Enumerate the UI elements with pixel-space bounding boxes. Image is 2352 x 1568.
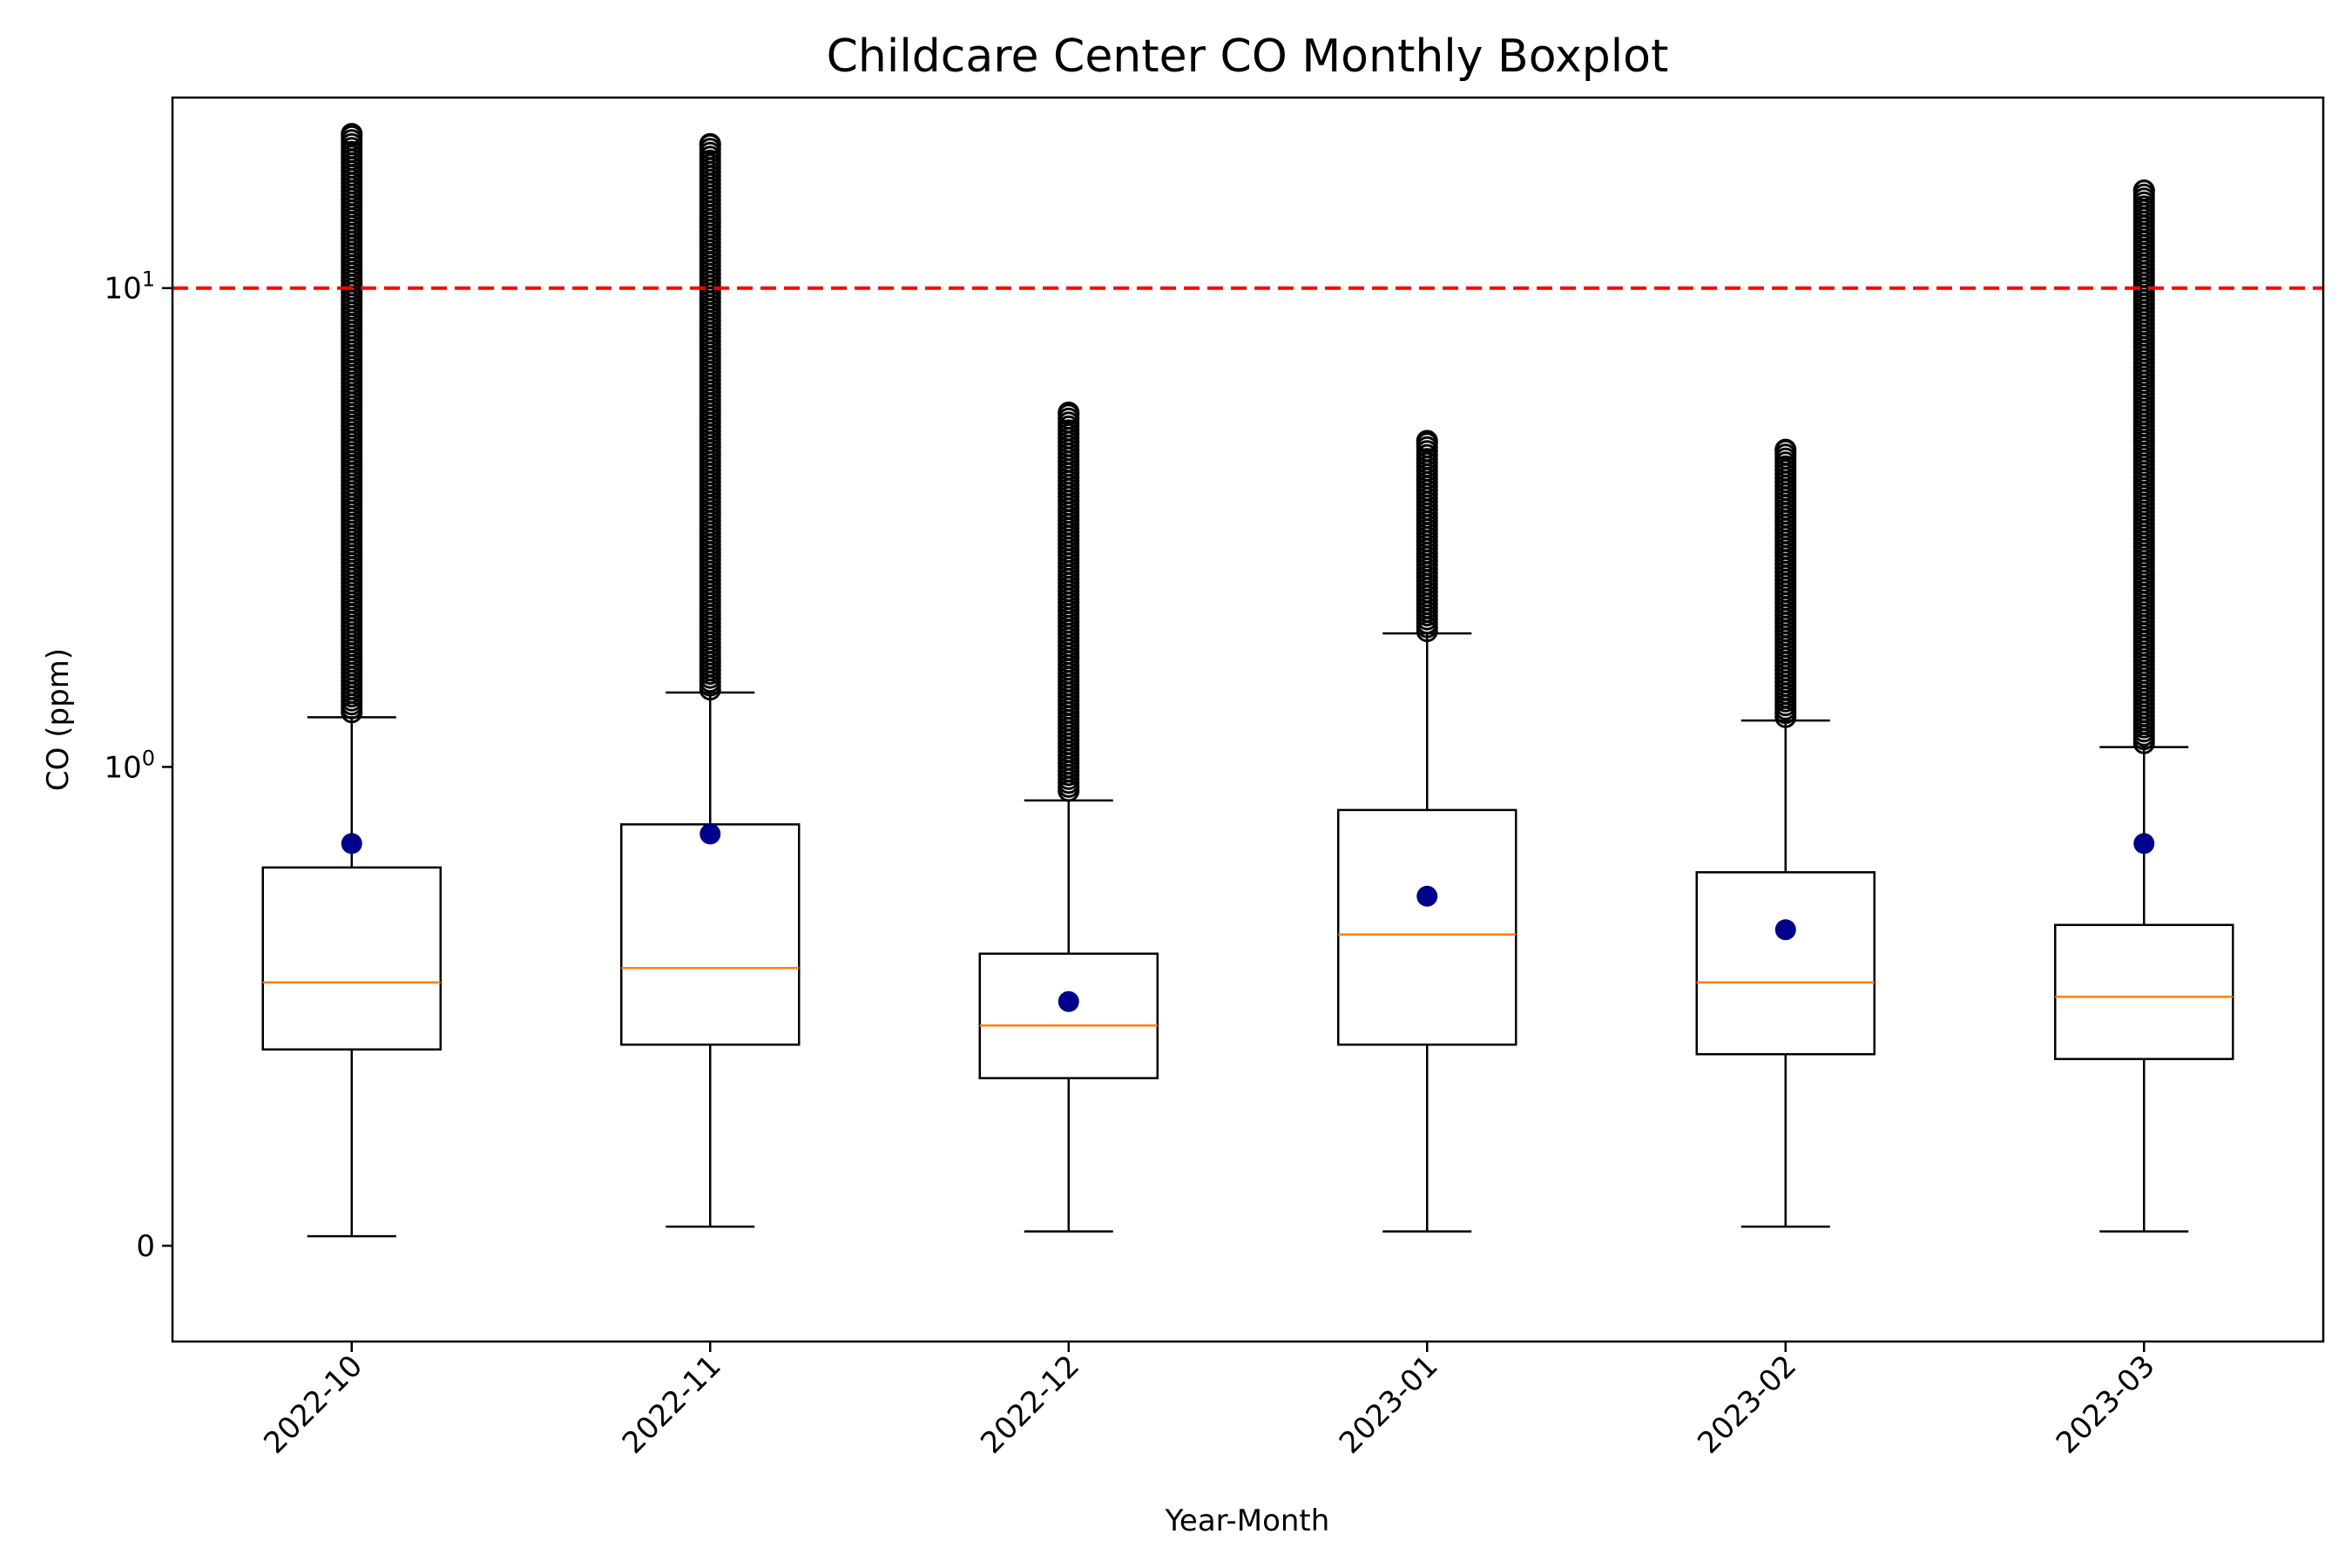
mean-marker: [1058, 990, 1079, 1012]
fliers: [699, 132, 721, 701]
box-body: [620, 823, 801, 1046]
flier-point: [1416, 429, 1438, 452]
fliers: [1774, 438, 1797, 728]
box-2023-01: [1337, 429, 1517, 1233]
mean-marker: [341, 833, 362, 855]
mean-marker: [2133, 833, 2155, 855]
x-tick-label: 2022-12: [974, 1348, 1086, 1461]
fliers: [341, 123, 363, 724]
box-body: [261, 866, 442, 1051]
mean-marker: [1416, 885, 1438, 907]
flier-point: [699, 132, 721, 155]
box-body: [2054, 923, 2234, 1060]
flier-point: [1774, 438, 1797, 461]
x-tick-label: 2023-03: [2050, 1348, 2162, 1461]
box-2023-03: [2054, 179, 2234, 1233]
box-body: [1695, 871, 1876, 1056]
x-axis-title: Year-Month: [1165, 1504, 1330, 1538]
fliers: [2132, 179, 2155, 754]
y-tick-label: 100: [104, 746, 155, 785]
x-tick-label: 2022-11: [616, 1348, 728, 1461]
mean-marker: [700, 823, 721, 845]
plot-area: [172, 123, 2323, 1238]
flier-point: [341, 123, 363, 145]
box-2022-12: [978, 401, 1159, 1233]
flier-point: [2132, 179, 2155, 202]
box-body: [1337, 808, 1517, 1046]
box-body: [978, 952, 1159, 1079]
axes: 0 100 101 2022-10 2022-11 2022-12 2023-01 2023-…: [104, 267, 2161, 1461]
y-axis-title: CO (ppm): [41, 648, 76, 791]
y-tick-label: 101: [104, 267, 155, 307]
fliers: [1416, 429, 1438, 643]
x-tick-label: 2023-02: [1691, 1348, 1803, 1461]
fliers: [1058, 401, 1080, 802]
box-2022-11: [620, 132, 801, 1228]
flier-point: [1058, 401, 1080, 423]
mean-marker: [1774, 919, 1796, 941]
box-2023-02: [1695, 438, 1876, 1228]
chart-title: Childcare Center CO Monthly Boxplot: [827, 30, 1669, 83]
y-tick-label: 0: [136, 1229, 155, 1264]
box-2022-10: [261, 123, 442, 1238]
x-tick-label: 2023-01: [1333, 1348, 1445, 1461]
plot-frame: [171, 96, 2325, 1343]
x-tick-label: 2022-10: [257, 1348, 369, 1461]
